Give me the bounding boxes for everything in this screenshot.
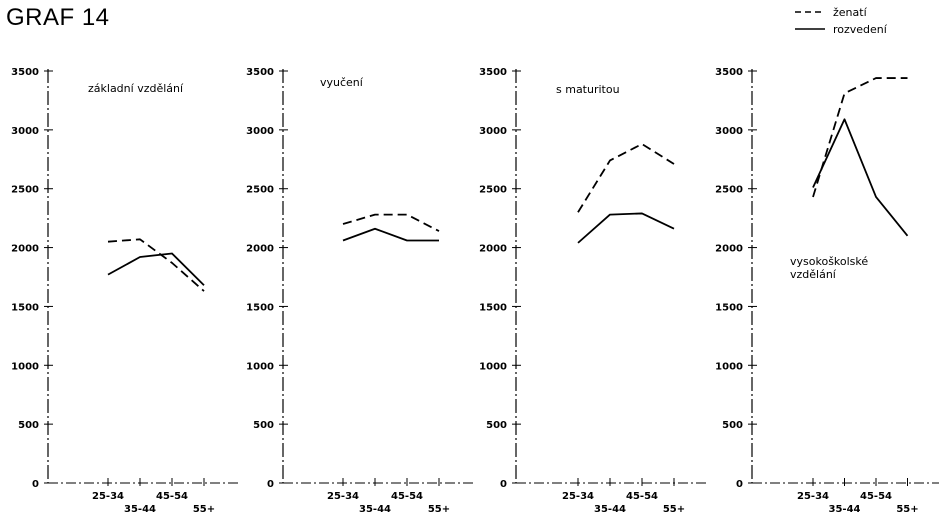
y-tick-label: 3000 bbox=[479, 126, 507, 137]
y-tick-label: 500 bbox=[722, 420, 743, 431]
legend-label: ženatí bbox=[833, 6, 868, 19]
y-tick-label: 500 bbox=[486, 420, 507, 431]
series-line-rozvedeni bbox=[107, 252, 205, 286]
y-tick-label: 2000 bbox=[11, 244, 39, 255]
y-tick-label: 3000 bbox=[246, 126, 274, 137]
y-tick-label: 1500 bbox=[479, 302, 507, 313]
y-tick-label: 3000 bbox=[11, 126, 39, 137]
panel-title: s maturitou bbox=[556, 83, 620, 96]
y-tick-label: 3000 bbox=[715, 126, 743, 137]
page-title: GRAF 14 bbox=[6, 4, 110, 31]
legend-label: rozvedení bbox=[833, 23, 888, 36]
x-tick-label: 55+ bbox=[663, 504, 685, 515]
x-tick-label: 25-34 bbox=[562, 491, 594, 502]
y-tick-label: 2500 bbox=[246, 185, 274, 196]
panel-title: vyučení bbox=[320, 76, 364, 89]
series-line-rozvedeni bbox=[342, 227, 439, 242]
series-line-zenati bbox=[812, 77, 908, 198]
x-tick-label: 25-34 bbox=[92, 491, 124, 502]
series-line-zenati bbox=[107, 238, 205, 292]
panel-title: vzdělání bbox=[790, 268, 837, 281]
x-tick-label: 55+ bbox=[428, 504, 450, 515]
y-tick-label: 2000 bbox=[479, 244, 507, 255]
x-tick-label: 45-54 bbox=[626, 491, 658, 502]
x-tick-label: 35-44 bbox=[829, 504, 861, 515]
y-tick-label: 1000 bbox=[11, 361, 39, 372]
y-tick-label: 1000 bbox=[479, 361, 507, 372]
y-tick-label: 1000 bbox=[246, 361, 274, 372]
series-line-rozvedeni bbox=[577, 212, 675, 244]
x-tick-label: 25-34 bbox=[797, 491, 829, 502]
x-tick-label: 35-44 bbox=[124, 504, 156, 515]
legend: ženatí rozvedení bbox=[795, 6, 888, 36]
y-tick-label: 3500 bbox=[246, 67, 274, 78]
series-line-zenati bbox=[342, 213, 440, 232]
y-tick-label: 1500 bbox=[246, 302, 274, 313]
series-line-rozvedeni bbox=[812, 118, 909, 237]
y-tick-label: 2000 bbox=[246, 244, 274, 255]
x-tick-label: 55+ bbox=[193, 504, 215, 515]
y-tick-label: 1500 bbox=[715, 302, 743, 313]
x-tick-label: 25-34 bbox=[327, 491, 359, 502]
y-tick-label: 2500 bbox=[11, 185, 39, 196]
y-tick-label: 500 bbox=[253, 420, 274, 431]
x-tick-label: 55+ bbox=[896, 504, 918, 515]
panel-title: základní vzdělání bbox=[88, 82, 184, 95]
y-tick-label: 2500 bbox=[479, 185, 507, 196]
x-tick-label: 45-54 bbox=[860, 491, 892, 502]
y-tick-label: 0 bbox=[267, 479, 274, 490]
series-line-zenati bbox=[577, 143, 675, 213]
y-tick-label: 3500 bbox=[11, 67, 39, 78]
x-tick-label: 45-54 bbox=[156, 491, 188, 502]
y-tick-label: 1500 bbox=[11, 302, 39, 313]
panel-title: vysokoškolské bbox=[790, 255, 868, 268]
y-tick-label: 3500 bbox=[715, 67, 743, 78]
x-tick-label: 35-44 bbox=[594, 504, 626, 515]
y-tick-label: 3500 bbox=[479, 67, 507, 78]
y-tick-label: 2000 bbox=[715, 244, 743, 255]
x-tick-label: 35-44 bbox=[359, 504, 391, 515]
y-tick-label: 0 bbox=[500, 479, 507, 490]
y-tick-label: 2500 bbox=[715, 185, 743, 196]
y-tick-label: 1000 bbox=[715, 361, 743, 372]
y-tick-label: 0 bbox=[736, 479, 743, 490]
x-tick-label: 45-54 bbox=[391, 491, 423, 502]
y-tick-label: 0 bbox=[32, 479, 39, 490]
y-tick-label: 500 bbox=[18, 420, 39, 431]
